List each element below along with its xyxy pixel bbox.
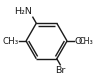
Text: CH₃: CH₃ <box>79 36 94 46</box>
Text: H₂N: H₂N <box>14 7 32 16</box>
Text: Br: Br <box>55 66 66 75</box>
Text: O: O <box>74 36 82 46</box>
Text: CH₃: CH₃ <box>2 36 18 46</box>
